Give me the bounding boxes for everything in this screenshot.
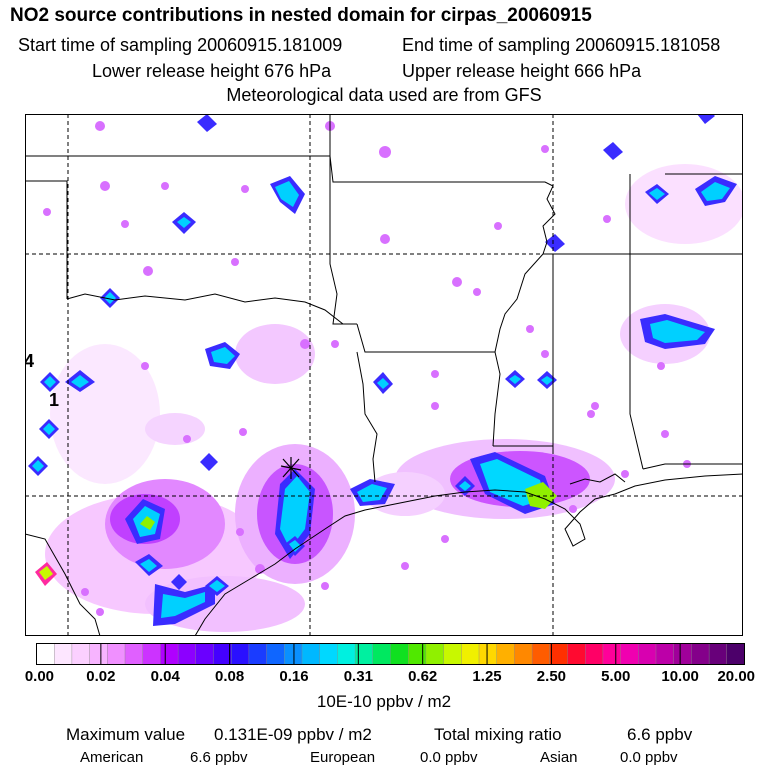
upper-release-height: Upper release height 666 hPa <box>402 61 642 81</box>
colorbar-cell <box>478 643 498 665</box>
colorbar-cell <box>549 643 568 665</box>
colorbar-cell <box>461 643 480 665</box>
small-hotspots <box>28 114 715 596</box>
colorbar-tick-label: 1.25 <box>472 668 502 685</box>
map-frame <box>25 114 743 636</box>
colorbar-tick-label: 0.02 <box>86 668 116 685</box>
colorbar-cell <box>390 643 409 665</box>
colorbar-cell <box>160 643 179 665</box>
colorbar-cell <box>514 643 533 665</box>
colorbar-cell <box>567 643 586 665</box>
colorbar-cell <box>319 643 338 665</box>
colorbar-tick-label: 2.50 <box>536 668 567 685</box>
total-mixing-ratio-value: 6.6 ppbv <box>627 725 693 744</box>
colorbar-cell <box>142 643 161 665</box>
colorbar-cell <box>655 643 675 665</box>
colorbar-cell <box>531 643 551 665</box>
map-title: NO2 source contributions in nested domai… <box>10 5 592 26</box>
region-asian-label: Asian <box>540 749 578 766</box>
colorbar-cell <box>673 643 692 665</box>
colorbar-cell <box>691 643 710 665</box>
colorbar-tick-label: 0.08 <box>214 668 245 685</box>
colorbar-tick-label: 0.62 <box>408 668 438 685</box>
colorbar-units: 10E-10 ppbv / m2 <box>316 692 452 711</box>
colorbar-tick-label: 0.16 <box>279 668 309 685</box>
max-value: 0.131E-09 ppbv / m2 <box>214 725 372 744</box>
colorbar-tick-label: 0.00 <box>24 668 55 685</box>
colorbar-cell <box>443 643 462 665</box>
colorbar-cell <box>124 643 144 665</box>
concentration-hotspots <box>35 176 737 626</box>
colorbar-cell <box>195 643 215 665</box>
colorbar-cell <box>708 643 728 665</box>
colorbar-cell <box>284 643 303 665</box>
receptor-star-marker <box>280 457 302 479</box>
region-american-value: 6.6 ppbv <box>190 749 248 766</box>
map-side-label-4: 4 <box>25 351 34 371</box>
colorbar <box>36 643 745 665</box>
end-time: End time of sampling 20060915.181058 <box>402 35 721 55</box>
contribution-map: 4 1 <box>25 114 743 636</box>
region-asian-value: 0.0 ppbv <box>620 749 678 766</box>
colorbar-cell <box>301 643 321 665</box>
colorbar-cell <box>89 643 108 665</box>
map-side-label-1: 1 <box>49 390 59 410</box>
colorbar-cell <box>408 643 427 665</box>
colorbar-cell <box>71 643 91 665</box>
lower-release-height: Lower release height 676 hPa <box>92 61 332 81</box>
start-time: Start time of sampling 20060915.181009 <box>18 35 343 55</box>
colorbar-tick-label: 20.00 <box>717 668 756 685</box>
colorbar-cell <box>337 643 356 665</box>
colorbar-cell <box>496 643 515 665</box>
colorbar-tick-label: 0.31 <box>343 668 373 685</box>
colorbar-tick-label: 0.04 <box>150 668 180 685</box>
colorbar-cell <box>248 643 268 665</box>
total-mixing-ratio-label: Total mixing ratio <box>434 725 562 744</box>
max-value-label: Maximum value <box>66 725 186 744</box>
colorbar-cell <box>585 643 604 665</box>
colorbar-cell <box>372 643 391 665</box>
colorbar-cell <box>620 643 639 665</box>
colorbar-cell <box>213 643 232 665</box>
region-european-value: 0.0 ppbv <box>420 749 478 766</box>
colorbar-cell <box>36 643 55 665</box>
colorbar-cell <box>425 643 445 665</box>
colorbar-cell <box>354 643 374 665</box>
colorbar-cell <box>177 643 197 665</box>
colorbar-tick-label: 10.00 <box>661 668 699 685</box>
colorbar-cell <box>54 643 73 665</box>
colorbar-tick-label: 5.00 <box>601 668 631 685</box>
region-european-label: European <box>310 749 376 766</box>
colorbar-cell <box>107 643 126 665</box>
colorbar-cell <box>266 643 285 665</box>
colorbar-cell <box>638 643 657 665</box>
colorbar-cell <box>230 643 250 665</box>
state-boundaries <box>25 114 743 483</box>
colorbar-cell <box>602 643 622 665</box>
colorbar-cell <box>726 643 745 665</box>
coastline <box>25 473 743 636</box>
met-data-note: Meteorological data used are from GFS <box>226 85 542 105</box>
region-american-label: American <box>80 749 144 766</box>
